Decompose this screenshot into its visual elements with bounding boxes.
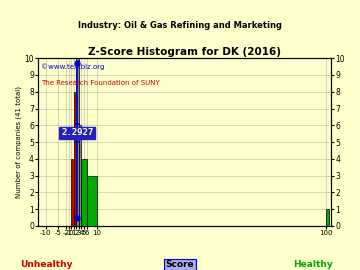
Bar	[86, 176, 97, 226]
Text: Healthy: Healthy	[293, 260, 333, 269]
Bar	[76, 125, 79, 226]
Text: ©www.textbiz.org: ©www.textbiz.org	[41, 63, 104, 70]
Text: Unhealthy: Unhealthy	[21, 260, 73, 269]
Y-axis label: Number of companies (41 total): Number of companies (41 total)	[15, 86, 22, 198]
Bar	[71, 159, 74, 226]
Text: The Research Foundation of SUNY: The Research Foundation of SUNY	[41, 80, 160, 86]
Bar	[79, 125, 81, 226]
Bar	[76, 58, 79, 226]
Bar	[81, 159, 86, 226]
Text: Industry: Oil & Gas Refining and Marketing: Industry: Oil & Gas Refining and Marketi…	[78, 21, 282, 30]
Text: 2.2927: 2.2927	[61, 128, 93, 137]
Text: Score: Score	[166, 260, 194, 269]
Bar	[326, 209, 329, 226]
Title: Z-Score Histogram for DK (2016): Z-Score Histogram for DK (2016)	[88, 48, 281, 58]
Bar	[74, 92, 76, 226]
